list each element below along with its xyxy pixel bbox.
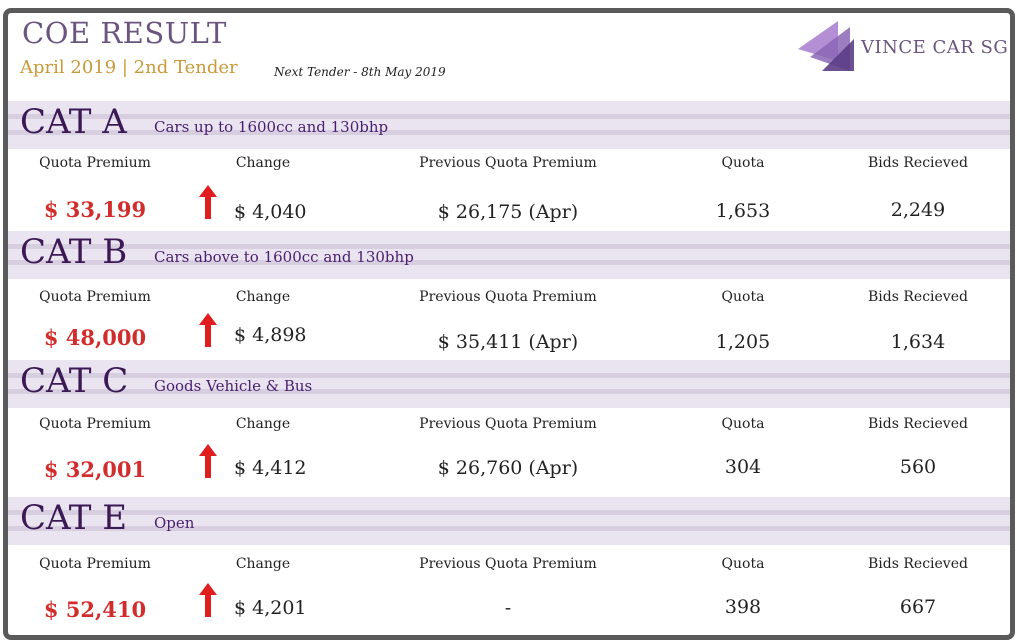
category-band: CAT B Cars above to 1600cc and 130bhp <box>8 231 1010 279</box>
bids-value: 1,634 <box>890 331 946 353</box>
header-change: Change <box>235 289 291 305</box>
coe-result-card: COE RESULT April 2019 | 2nd Tender Next … <box>3 8 1015 640</box>
change-value: $ 4,201 <box>234 597 307 619</box>
arrow-up-icon <box>199 444 217 478</box>
header-quota-premium: Quota Premium <box>39 556 151 572</box>
previous-quota-premium-value: - <box>504 597 512 619</box>
quota-value: 1,205 <box>715 331 771 353</box>
bids-value: 667 <box>899 596 937 618</box>
header-change: Change <box>235 556 291 572</box>
change-value: $ 4,898 <box>234 324 307 346</box>
brand-logo-icon <box>798 21 854 71</box>
previous-quota-premium-value: $ 26,175 (Apr) <box>437 201 579 223</box>
header-previous-quota-premium: Previous Quota Premium <box>419 289 597 305</box>
header-quota-premium: Quota Premium <box>39 155 151 171</box>
header-quota: Quota <box>721 289 765 305</box>
header-quota: Quota <box>721 416 765 432</box>
bids-value: 560 <box>899 456 937 478</box>
header-previous-quota-premium: Previous Quota Premium <box>419 556 597 572</box>
arrow-up-icon <box>199 583 217 617</box>
header-previous-quota-premium: Previous Quota Premium <box>419 155 597 171</box>
next-tender-date: Next Tender - 8th May 2019 <box>274 65 446 79</box>
category-band: CAT E Open <box>8 497 1010 545</box>
category-band: CAT C Goods Vehicle & Bus <box>8 360 1010 408</box>
previous-quota-premium-value: $ 26,760 (Apr) <box>437 457 579 479</box>
header-previous-quota-premium: Previous Quota Premium <box>419 416 597 432</box>
brand-name: VINCE CAR SG <box>861 37 1009 58</box>
page-title: COE RESULT <box>22 16 227 50</box>
quota-value: 304 <box>724 456 762 478</box>
tender-subtitle: April 2019 | 2nd Tender <box>20 57 238 78</box>
header-bids: Bids Recieved <box>868 416 968 432</box>
category-description: Cars above to 1600cc and 130bhp <box>154 248 414 266</box>
quota-value: 1,653 <box>715 200 771 222</box>
category-description: Goods Vehicle & Bus <box>154 377 313 395</box>
category-band: CAT A Cars up to 1600cc and 130bhp <box>8 101 1010 149</box>
category-name: CAT A <box>20 102 127 142</box>
header-change: Change <box>235 155 291 171</box>
arrow-up-icon <box>199 313 217 347</box>
quota-premium-value: $ 33,199 <box>43 197 147 222</box>
header-bids: Bids Recieved <box>868 155 968 171</box>
header-change: Change <box>235 416 291 432</box>
quota-value: 398 <box>724 596 762 618</box>
header-quota: Quota <box>721 556 765 572</box>
header-bids: Bids Recieved <box>868 556 968 572</box>
arrow-up-icon <box>199 185 217 219</box>
previous-quota-premium-value: $ 35,411 (Apr) <box>437 331 579 353</box>
quota-premium-value: $ 32,001 <box>43 457 147 482</box>
header-bids: Bids Recieved <box>868 289 968 305</box>
quota-premium-value: $ 52,410 <box>43 597 147 622</box>
category-name: CAT E <box>20 498 128 538</box>
header-quota-premium: Quota Premium <box>39 289 151 305</box>
category-description: Open <box>154 514 195 532</box>
category-name: CAT B <box>20 232 128 272</box>
quota-premium-value: $ 48,000 <box>43 325 147 350</box>
bids-value: 2,249 <box>890 199 946 221</box>
header-quota: Quota <box>721 155 765 171</box>
header-quota-premium: Quota Premium <box>39 416 151 432</box>
change-value: $ 4,040 <box>234 201 307 223</box>
category-name: CAT C <box>20 361 129 401</box>
change-value: $ 4,412 <box>234 457 307 479</box>
category-description: Cars up to 1600cc and 130bhp <box>154 118 389 136</box>
